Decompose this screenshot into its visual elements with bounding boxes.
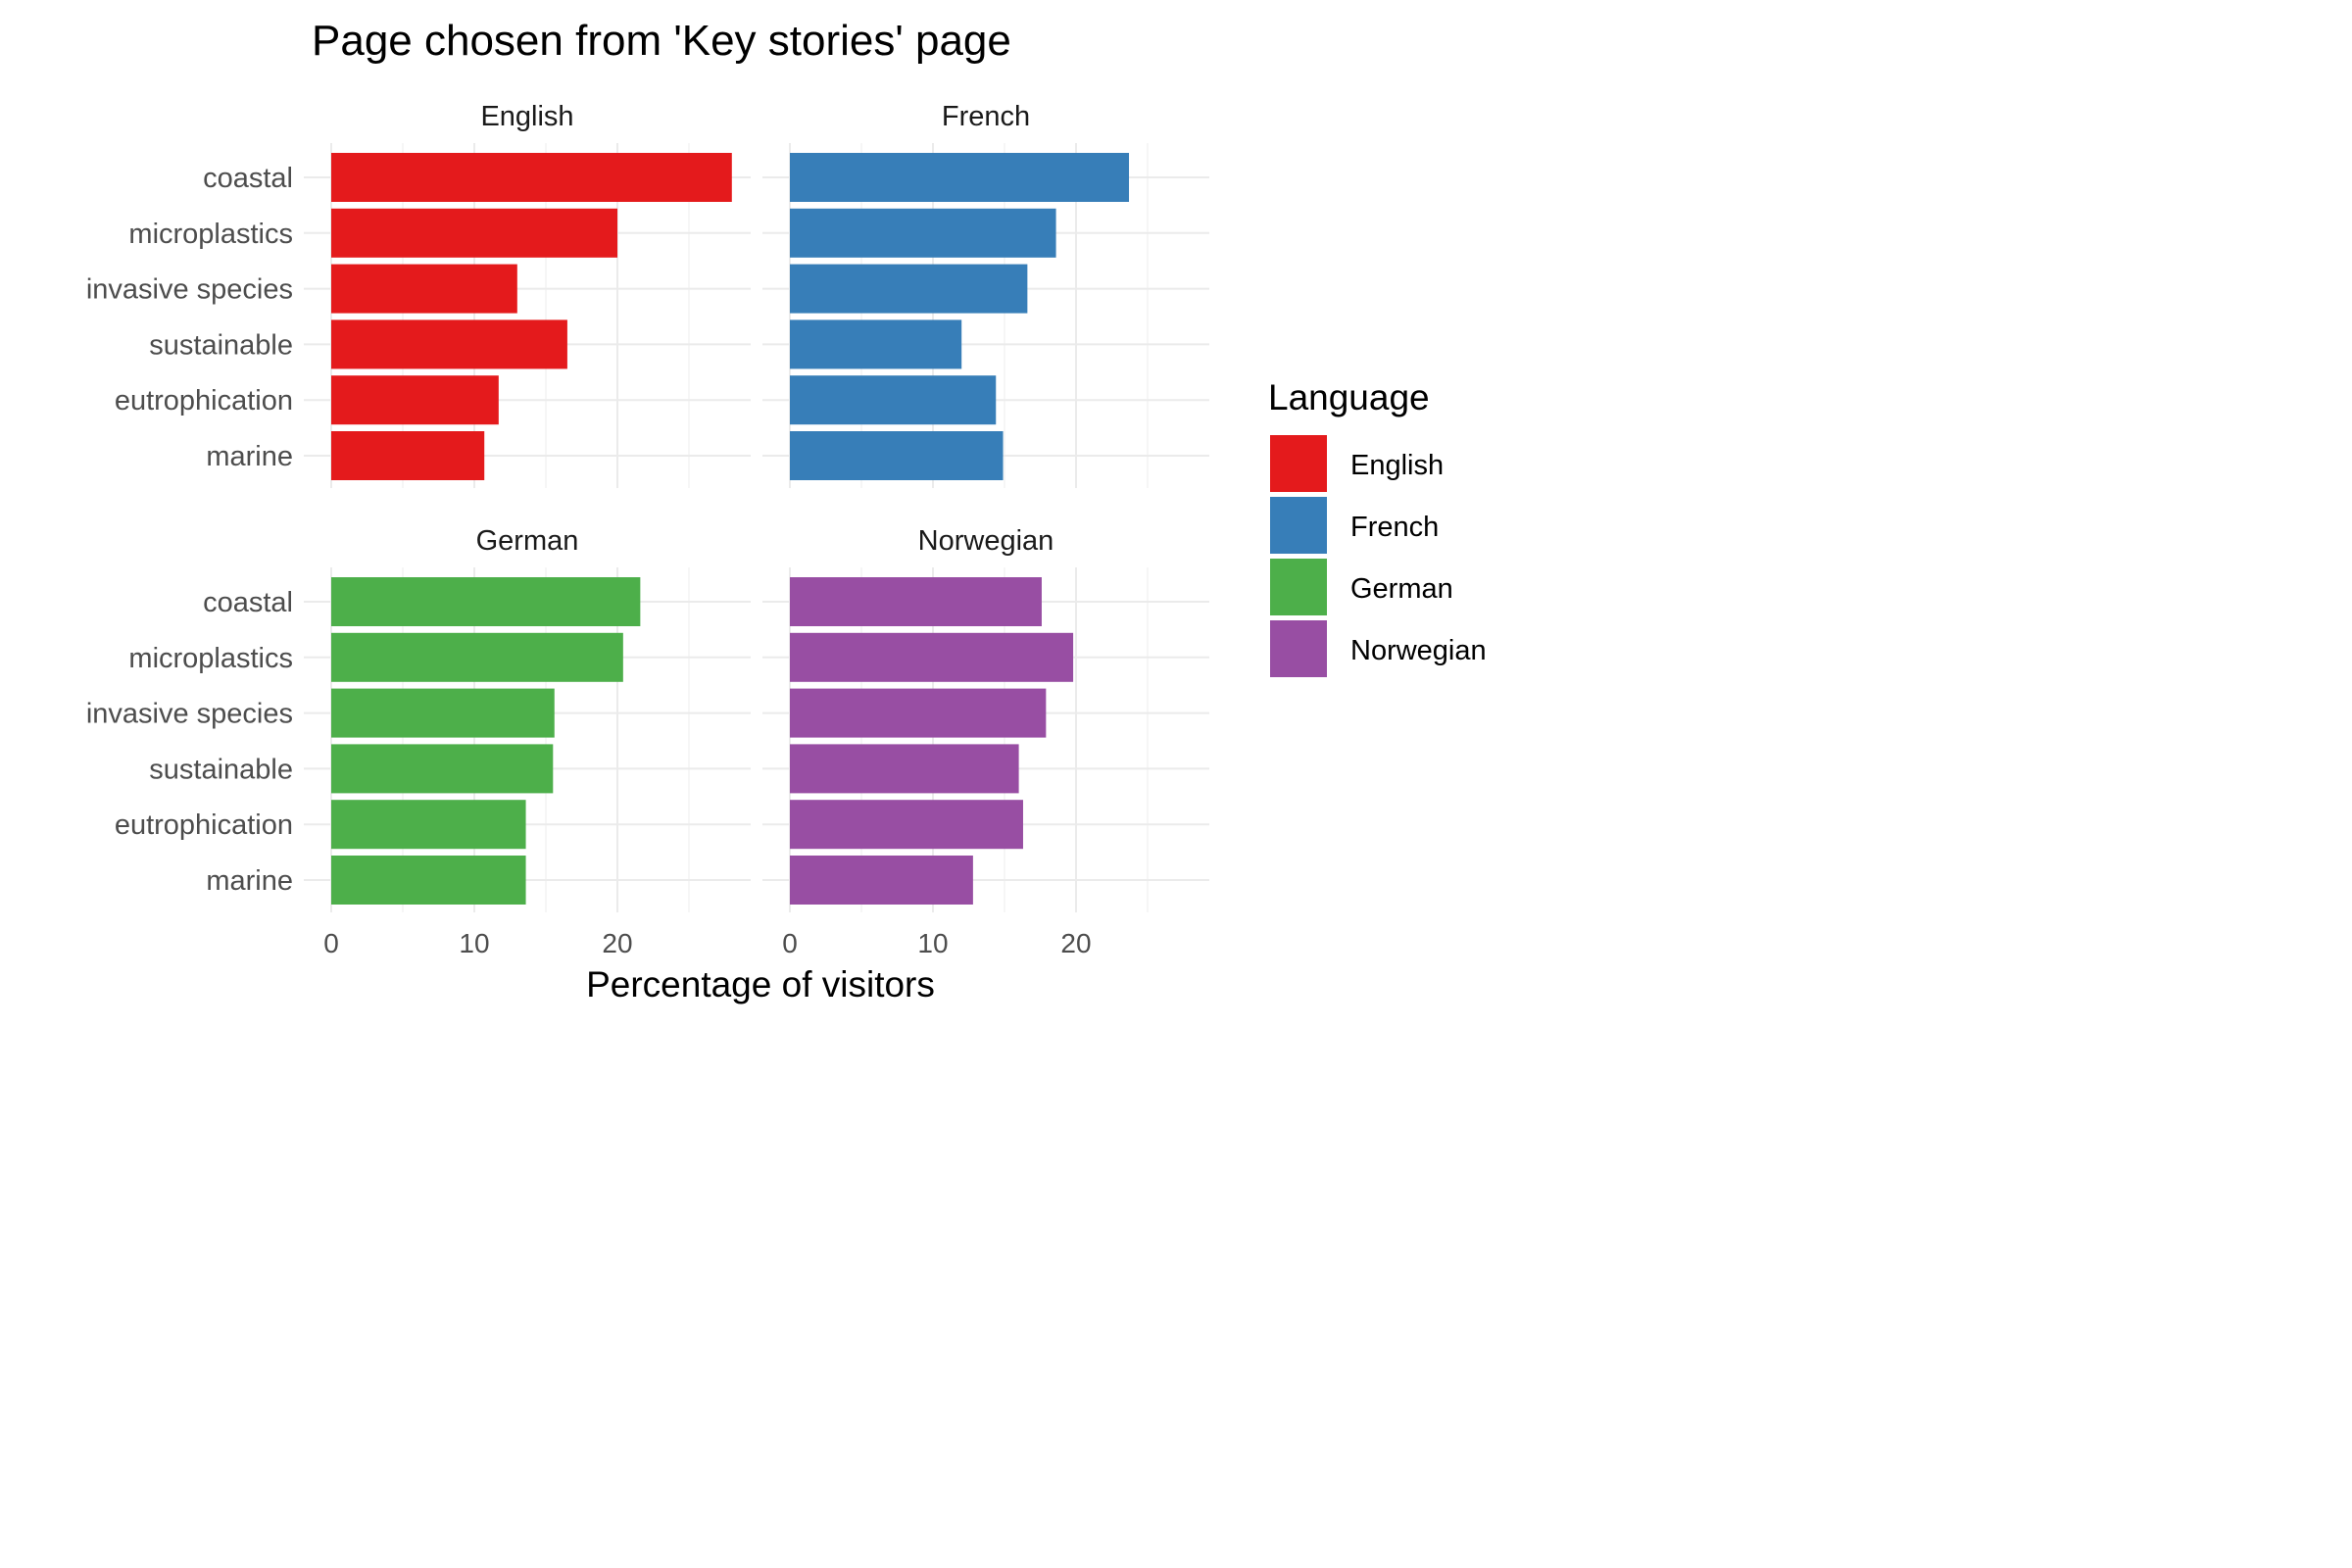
x-tick-label: 0 (782, 928, 798, 958)
x-tick-label: 10 (459, 928, 489, 958)
y-tick-label-coastal: coastal (203, 587, 293, 618)
bar-german-microplastics (331, 632, 623, 682)
bar-norwegian-microplastics (790, 632, 1074, 682)
bar-german-sustainable (331, 744, 554, 794)
y-tick-label-invasive-species: invasive species (86, 274, 293, 306)
y-tick-label-invasive-species: invasive species (86, 699, 293, 730)
bar-german-eutrophication (331, 800, 526, 850)
y-tick-label-marine: marine (206, 865, 293, 897)
legend-label-english: English (1350, 450, 1444, 481)
bar-norwegian-eutrophication (790, 800, 1023, 850)
bar-german-coastal (331, 577, 641, 626)
bar-norwegian-marine (790, 856, 973, 905)
bar-english-coastal (331, 153, 732, 202)
legend-swatch-french (1270, 497, 1327, 554)
bar-french-sustainable (790, 319, 962, 369)
bar-french-microplastics (790, 208, 1056, 258)
y-tick-label-coastal: coastal (203, 163, 293, 194)
bar-german-invasive-species (331, 688, 555, 738)
legend: Language English French German Norwegian (1268, 377, 1487, 677)
y-tick-label-sustainable: sustainable (149, 754, 293, 785)
faceted-bar-chart: Page chosen from 'Key stories' page Engl… (86, 17, 1487, 1004)
chart-title: Page chosen from 'Key stories' page (312, 17, 1011, 65)
x-axis-title: Percentage of visitors (586, 964, 935, 1004)
legend-label-french: French (1350, 512, 1439, 543)
y-tick-label-eutrophication: eutrophication (115, 385, 293, 416)
bar-french-eutrophication (790, 375, 997, 425)
bar-english-invasive-species (331, 264, 517, 314)
facet-panel-german: German (304, 525, 751, 912)
x-axis-ticks: 0 10 20 0 10 20 (323, 928, 1091, 958)
x-tick-label: 0 (323, 928, 339, 958)
legend-swatch-german (1270, 559, 1327, 615)
y-tick-label-marine: marine (206, 441, 293, 472)
bar-english-microplastics (331, 208, 617, 258)
bar-norwegian-sustainable (790, 744, 1019, 794)
legend-swatch-norwegian (1270, 620, 1327, 677)
legend-label-german: German (1350, 573, 1453, 605)
facet-panel-french: French (762, 101, 1209, 488)
facet-label-norwegian: Norwegian (918, 525, 1054, 557)
bar-french-coastal (790, 153, 1130, 202)
legend-label-norwegian: Norwegian (1350, 635, 1487, 666)
x-tick-label: 20 (602, 928, 632, 958)
facet-panels: English French German Norwegian (304, 101, 1209, 912)
category-axis-labels: coastal microplastics invasive species sust… (86, 163, 293, 897)
bar-german-marine (331, 856, 526, 905)
bar-english-eutrophication (331, 375, 499, 425)
bar-norwegian-invasive-species (790, 688, 1047, 738)
legend-title: Language (1268, 377, 1430, 417)
y-tick-label-microplastics: microplastics (128, 219, 293, 250)
bar-english-sustainable (331, 319, 567, 369)
facet-panel-norwegian: Norwegian (762, 525, 1209, 912)
facet-panel-english: English (304, 101, 751, 488)
y-tick-label-sustainable: sustainable (149, 329, 293, 361)
legend-swatch-english (1270, 435, 1327, 492)
facet-label-french: French (942, 101, 1030, 132)
facet-label-english: English (480, 101, 573, 132)
x-tick-label: 10 (917, 928, 948, 958)
bar-french-marine (790, 431, 1004, 480)
chart-root: Page chosen from 'Key stories' page Engl… (0, 0, 1529, 1019)
bar-norwegian-coastal (790, 577, 1042, 626)
bar-french-invasive-species (790, 264, 1028, 314)
bar-english-marine (331, 431, 485, 480)
x-tick-label: 20 (1060, 928, 1091, 958)
facet-label-german: German (476, 525, 579, 557)
y-tick-label-eutrophication: eutrophication (115, 809, 293, 841)
y-tick-label-microplastics: microplastics (128, 643, 293, 674)
